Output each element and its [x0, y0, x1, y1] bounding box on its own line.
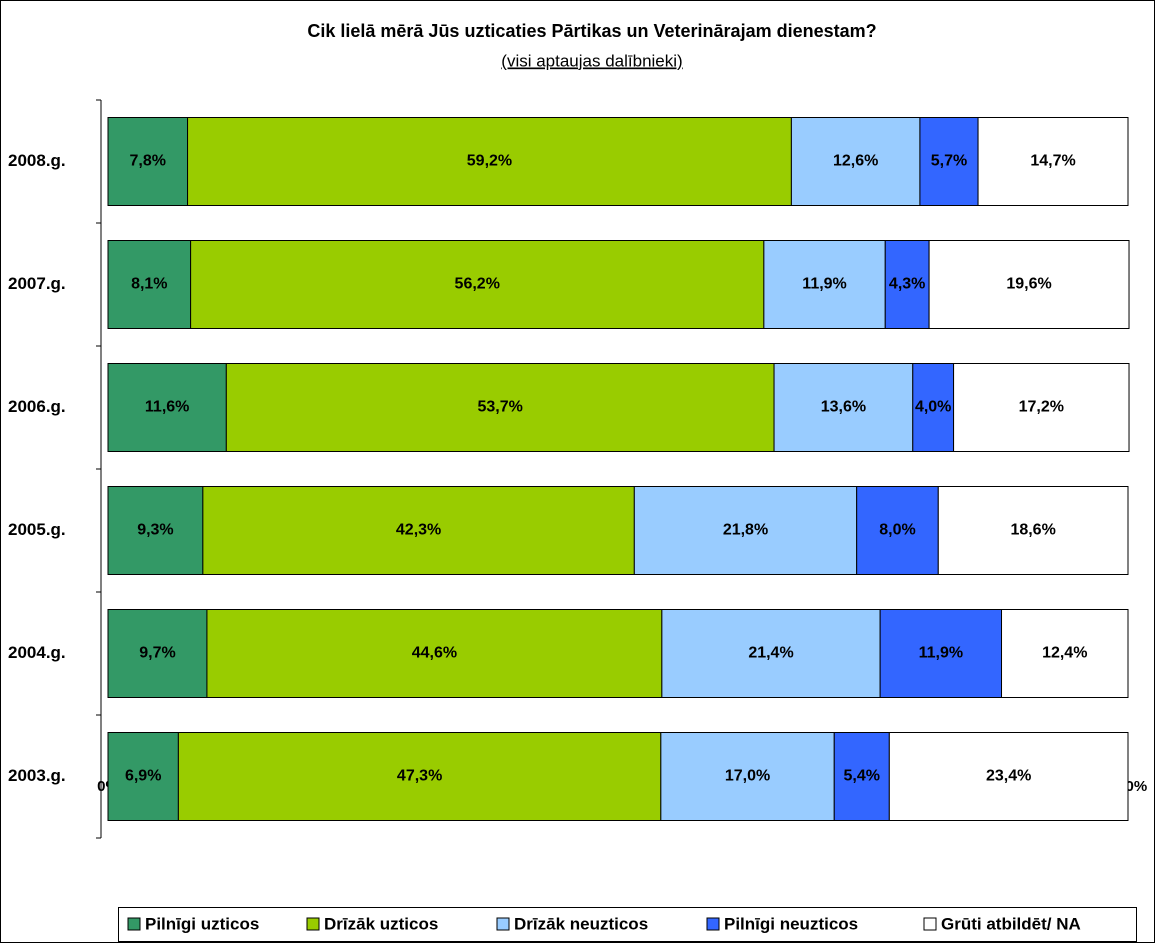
value-label: 14,7% — [1030, 153, 1075, 170]
value-label: 59,2% — [467, 153, 512, 170]
value-label: 12,4% — [1042, 645, 1087, 662]
bar-segment — [190, 240, 765, 329]
value-label: 8,1% — [131, 276, 167, 293]
bar-segment — [919, 117, 979, 206]
value-label: 18,6% — [1010, 522, 1055, 539]
bar-segment — [225, 363, 775, 452]
value-label: 11,9% — [802, 276, 846, 293]
value-label: 6,9% — [125, 768, 161, 785]
legend-swatch — [306, 917, 320, 931]
bar-segment — [107, 363, 227, 452]
value-label: 9,7% — [139, 645, 175, 662]
bar-segment — [107, 486, 204, 575]
legend-label: Pilnīgi neuzticos — [724, 914, 858, 933]
value-label: 11,6% — [145, 399, 189, 416]
value-label: 8,0% — [879, 522, 915, 539]
value-label: 11,9% — [919, 645, 963, 662]
value-label: 5,7% — [931, 153, 967, 170]
value-label: 13,6% — [821, 399, 866, 416]
bar-segment — [660, 732, 835, 821]
value-label: 5,4% — [844, 768, 880, 785]
value-label: 56,2% — [455, 276, 500, 293]
value-label: 19,6% — [1006, 276, 1051, 293]
legend-label: Pilnīgi uzticos — [145, 914, 259, 933]
legend-swatch — [923, 917, 937, 931]
bar-segment — [884, 240, 930, 329]
bar-segment — [977, 117, 1129, 206]
bar-segment — [833, 732, 890, 821]
value-label: 12,6% — [833, 153, 878, 170]
bar-segment — [107, 117, 189, 206]
legend-swatch — [496, 917, 510, 931]
bar-segment — [888, 732, 1129, 821]
y-tick-label: 2006.g. — [8, 397, 66, 416]
bar-segment — [773, 363, 914, 452]
value-label: 44,6% — [412, 645, 457, 662]
bar-segment — [107, 240, 192, 329]
chart-title: Cik lielā mērā Jūs uzticaties Pārtikas u… — [307, 21, 876, 41]
bar-segment — [763, 240, 886, 329]
bar-segment — [790, 117, 921, 206]
bar-segment — [177, 732, 662, 821]
bar-segment — [879, 609, 1003, 698]
value-label: 53,7% — [478, 399, 523, 416]
bar-segment — [953, 363, 1130, 452]
value-label: 4,0% — [915, 399, 951, 416]
value-label: 4,3% — [889, 276, 925, 293]
y-tick-label: 2004.g. — [8, 643, 66, 662]
value-label: 21,4% — [748, 645, 793, 662]
value-label: 23,4% — [986, 768, 1031, 785]
legend-swatch — [127, 917, 141, 931]
legend-label: Grūti atbildēt/ NA — [941, 914, 1081, 933]
value-label: 17,2% — [1019, 399, 1064, 416]
y-tick-label: 2003.g. — [8, 766, 66, 785]
value-label: 21,8% — [723, 522, 768, 539]
bar-segment — [912, 363, 955, 452]
bar-segment — [633, 486, 858, 575]
bar-segment — [928, 240, 1130, 329]
legend-frame — [118, 907, 1137, 942]
bar-segment — [1001, 609, 1129, 698]
y-tick-label: 2007.g. — [8, 274, 66, 293]
legend-label: Drīzāk uzticos — [324, 914, 438, 933]
bar-segment — [856, 486, 939, 575]
bar-segment — [187, 117, 792, 206]
chart-subtitle: (visi aptaujas dalībnieki) — [501, 51, 682, 70]
y-tick-label: 2008.g. — [8, 151, 66, 170]
value-label: 17,0% — [725, 768, 770, 785]
bar-segment — [107, 732, 179, 821]
bar-segment — [937, 486, 1129, 575]
value-label: 7,8% — [130, 153, 166, 170]
legend-swatch — [706, 917, 720, 931]
bar-segment — [107, 609, 208, 698]
value-label: 9,3% — [137, 522, 173, 539]
bar-segment — [202, 486, 635, 575]
bar-segment — [661, 609, 881, 698]
value-label: 47,3% — [397, 768, 442, 785]
legend-label: Drīzāk neuzticos — [514, 914, 648, 933]
value-label: 42,3% — [396, 522, 441, 539]
y-tick-label: 2005.g. — [8, 520, 66, 539]
